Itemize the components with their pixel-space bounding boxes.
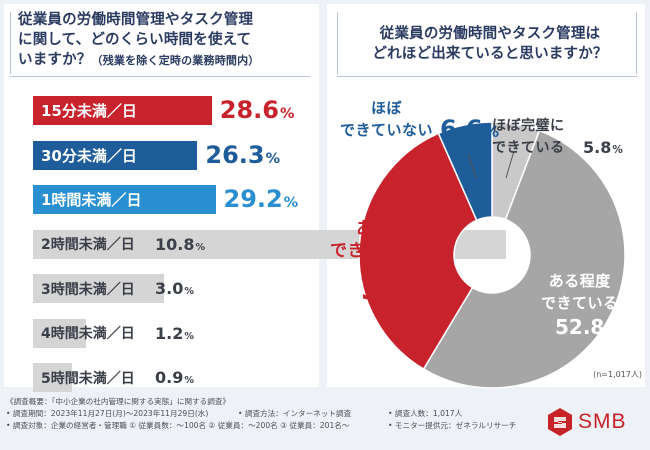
- title-accent-line: [337, 12, 338, 74]
- pie-chart-title: 従業員の労働時間やタスク管理は どれほど出来ていると思いますか？: [372, 26, 608, 62]
- title-accent-line: [636, 12, 637, 74]
- pie-value-label: 52.8%: [555, 315, 619, 339]
- bar-value-label: 3.0%: [155, 279, 194, 298]
- pie-slice-label: ある程度 できている: [541, 272, 619, 312]
- smb-logo-icon: [548, 408, 572, 436]
- bar: [33, 274, 165, 303]
- bar-category-label: 2時間未満／日: [41, 237, 135, 253]
- footer-line: 《調査概要：「中小企業の社内管理に関する実態」に関する調査》: [6, 397, 231, 406]
- title-accent-line: [10, 12, 11, 74]
- pie-value-label: 6.6%: [440, 115, 500, 143]
- pie-slice-label: ほぼ できていない: [340, 99, 434, 139]
- title-rule: [10, 76, 310, 77]
- smb-logo-text: SMB: [578, 410, 627, 433]
- bar-category-label: 15分未満／日: [41, 102, 137, 120]
- bar: [33, 318, 86, 348]
- footer-line: • モニター提供元：ゼネラルリサーチ: [388, 421, 517, 430]
- bar-category-label: 5時間未満／日: [41, 370, 135, 387]
- bar-category-label: 3時間未満／日: [41, 281, 135, 298]
- bar: [33, 185, 216, 214]
- bar: [33, 96, 212, 125]
- footer-line: • 調査人数：1,017人: [388, 409, 463, 418]
- leader-line: [505, 150, 515, 179]
- bar-category-label: 4時間未満／日: [41, 326, 135, 342]
- footer-line: • 調査方法：インターネット調査: [238, 409, 352, 418]
- survey-footer: 《調査概要：「中小企業の社内管理に関する実態」に関する調査》 • 調査期間：20…: [6, 396, 546, 432]
- bar: [33, 140, 198, 170]
- bar-category-label: 1時間未満／日: [41, 191, 142, 209]
- sample-size-note: (n=1,017人): [593, 370, 642, 379]
- bar-value-label: 26.3%: [205, 140, 281, 169]
- bar-value-label: 1.2%: [155, 323, 194, 343]
- bar-value-label: 10.8%: [155, 234, 206, 254]
- title-rule: [337, 76, 637, 77]
- pie-slice: [437, 121, 493, 222]
- footer-line: • 調査期間：2023年11月27日(月)〜2023年11月29日(水): [6, 409, 209, 418]
- bar: [33, 363, 73, 392]
- pie-slice-label: ほぼ完璧に できている: [492, 118, 565, 156]
- smb-logo: SMB: [547, 407, 627, 437]
- pie-slice: [422, 129, 626, 389]
- pie-slice: [358, 132, 478, 371]
- pie-slice-label: あまり できていない: [330, 219, 435, 261]
- footer-line: • 調査対象：企業の経営者・管理職 ① 従業員数：〜100名 ② 従業員：〜20…: [6, 421, 350, 430]
- bar-value-label: 28.6%: [219, 96, 295, 124]
- bar-chart-title: 従業員の労働時間管理やタスク管理 に関して、どのくらい時間を使えて いますか？（…: [18, 12, 260, 68]
- leader-line: [467, 153, 477, 179]
- bar-value-label: 0.9%: [155, 368, 194, 387]
- bar-value-label: 29.2%: [223, 185, 299, 213]
- bar-category-label: 30分未満／日: [41, 146, 137, 165]
- pie-value-label: 34.8%: [361, 272, 456, 307]
- pie-value-label: 5.8%: [583, 138, 623, 157]
